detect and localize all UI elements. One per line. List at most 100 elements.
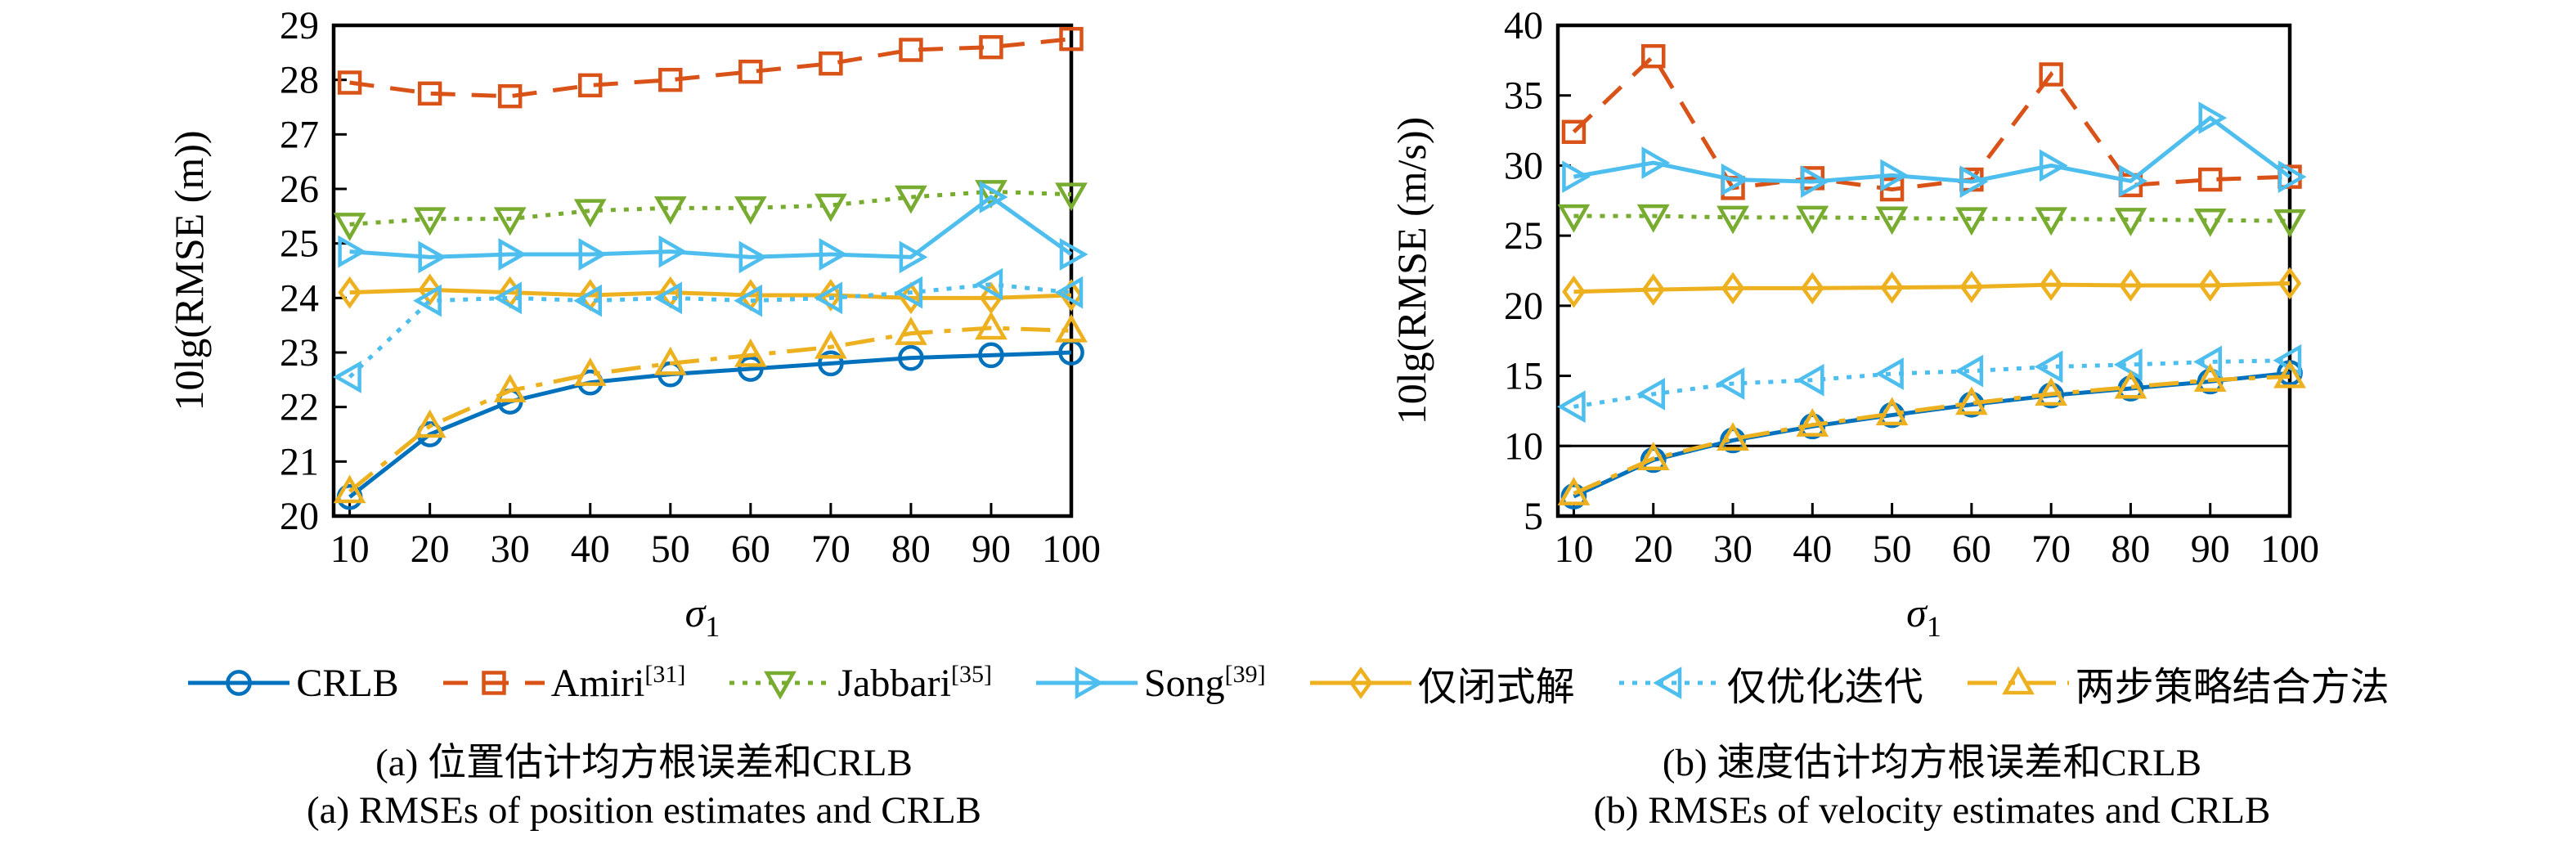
series-iterative-marker: [1636, 377, 1665, 411]
legend-sample-crlb-circle-icon: [188, 670, 290, 696]
series-iterative-marker: [493, 281, 522, 315]
y-tick-label: 20: [1504, 285, 1543, 328]
series-song-marker: [338, 235, 367, 268]
series-two-step-marker: [1796, 408, 1829, 437]
series-song-marker: [498, 238, 527, 271]
series-song-marker: [1801, 165, 1829, 199]
series-two-step-marker: [2273, 359, 2306, 388]
series-closed-form-marker: [1959, 270, 1984, 303]
series-amiri-marker: [497, 83, 523, 109]
y-tick-label: 25: [1504, 214, 1543, 258]
series-jabbari-marker: [573, 199, 607, 228]
series-song: [338, 181, 1088, 274]
series-iterative-marker: [573, 284, 602, 317]
series-iterative-marker: [333, 361, 361, 393]
series-iterative-marker: [653, 281, 683, 315]
series-two-step-marker: [333, 474, 366, 504]
series-jabbari-marker: [413, 207, 447, 236]
series-amiri-line: [1572, 52, 2291, 192]
legend-marker-diamond: [1349, 667, 1372, 699]
x-tick-label: 20: [411, 528, 450, 571]
legend-marker-square: [481, 671, 506, 695]
series-two-step: [1557, 359, 2306, 505]
legend-sample-song-triangle-right-icon: [1035, 667, 1138, 699]
series-two-step-line: [348, 325, 1072, 493]
chart-a-container: 20 21 22 23 24 25 26 27 28 29 10 20 30 40 50 60 70 80 90 10…: [0, 5, 1288, 643]
series-jabbari-marker: [653, 196, 687, 225]
charts-row: 20 21 22 23 24 25 26 27 28 29 10 20 30 40 50 60 70 80 90 10…: [0, 5, 2576, 643]
legend-label-closed-form: 仅闭式解: [1418, 654, 1575, 712]
series-crlb: [336, 339, 1084, 510]
series-song-marker: [979, 181, 1008, 213]
series-closed-form-marker: [2278, 267, 2302, 300]
y-tick-label: 29: [280, 5, 319, 47]
legend-label-citation: [35]: [950, 660, 992, 688]
series-two-step: [333, 311, 1088, 504]
x-tick-label: 90: [2191, 528, 2230, 571]
legend-label-amiri: Amiri[31]: [551, 661, 686, 706]
series-jabbari-marker: [1557, 204, 1591, 233]
series-song-line: [1573, 114, 2291, 184]
legend-sample-two-step-triangle-up-icon: [1967, 666, 2069, 695]
series-jabbari-marker: [1796, 205, 1829, 235]
legend-item-iterative: 仅优化迭代: [1618, 654, 1923, 712]
caption-a-en: (a) RMSEs of position estimates and CRLB: [306, 789, 982, 832]
series-jabbari-marker: [1954, 207, 1988, 236]
series-closed-form-line: [349, 287, 1072, 300]
series-jabbari-marker: [2114, 208, 2147, 236]
y-tick-label: 35: [1504, 74, 1543, 118]
y-tick-label: 26: [280, 168, 319, 211]
series-closed-form-marker: [2039, 268, 2063, 301]
series-jabbari-marker: [1636, 204, 1670, 233]
x-tick-label: 20: [1634, 528, 1673, 571]
series-amiri-marker: [658, 67, 683, 92]
series-jabbari-marker: [734, 196, 767, 225]
series-iterative-marker: [734, 284, 763, 317]
y-tick-label: 28: [280, 59, 319, 102]
legend-item-two-step: 两步策略结合方法: [1966, 654, 2390, 712]
series-song: [1562, 101, 2307, 199]
series-closed-form-marker: [2119, 269, 2143, 302]
caption-b-zh: (b) 速度估计均方根误差和CRLB: [1662, 742, 2202, 784]
series-iterative: [333, 267, 1084, 393]
plot-border: [331, 23, 1074, 519]
series-closed-form-marker: [1641, 273, 1666, 306]
legend-label-text: 仅闭式解: [1417, 666, 1575, 709]
series-iterative-line: [1573, 358, 2291, 409]
x-tick-label: 60: [731, 528, 770, 571]
x-tick-label: 70: [811, 528, 850, 571]
y-tick-label: 23: [280, 331, 319, 375]
series-two-step-marker: [1954, 386, 1988, 415]
caption-a: (a) 位置估计均方根误差和CRLB (a) RMSEs of position…: [0, 739, 1288, 834]
legend-item-crlb: CRLB: [186, 661, 399, 706]
x-tick-label: 50: [1873, 528, 1912, 571]
series-jabbari-line: [1573, 213, 2291, 223]
series-iterative-marker: [1716, 367, 1745, 400]
series-amiri-marker: [417, 81, 442, 106]
x-tick-label: 10: [1554, 528, 1593, 571]
series-two-step-line: [1573, 374, 2291, 496]
series-amiri-marker: [1641, 43, 1666, 69]
series-closed-form-marker: [1880, 271, 1904, 304]
series-amiri-marker: [1059, 26, 1084, 52]
series-amiri-marker: [979, 34, 1003, 60]
x-tick-label: 30: [1713, 528, 1752, 571]
series-iterative: [1556, 343, 2302, 424]
series-iterative-marker: [1556, 390, 1586, 424]
legend-sample-amiri-square-icon: [442, 671, 545, 695]
series-closed-form-marker: [899, 281, 923, 315]
legend-marker-circle: [226, 670, 253, 696]
series-song-marker: [738, 240, 768, 274]
y-tick-label: 5: [1524, 495, 1543, 538]
legend-label-jabbari: Jabbari[35]: [837, 661, 992, 706]
x-tick-label: 100: [1042, 528, 1101, 571]
series-closed-form-marker: [1562, 275, 1586, 308]
legend-label-text: Song: [1143, 661, 1225, 705]
caption-b-en: (b) RMSEs of velocity estimates and CRLB: [1593, 789, 2271, 832]
series-iterative-marker: [413, 284, 442, 317]
series-amiri-marker: [578, 73, 603, 98]
series-song-line: [349, 194, 1073, 259]
x-tick-label: 40: [1793, 528, 1832, 571]
y-tick-label: 21: [280, 440, 319, 483]
series-two-step-marker: [413, 409, 447, 438]
